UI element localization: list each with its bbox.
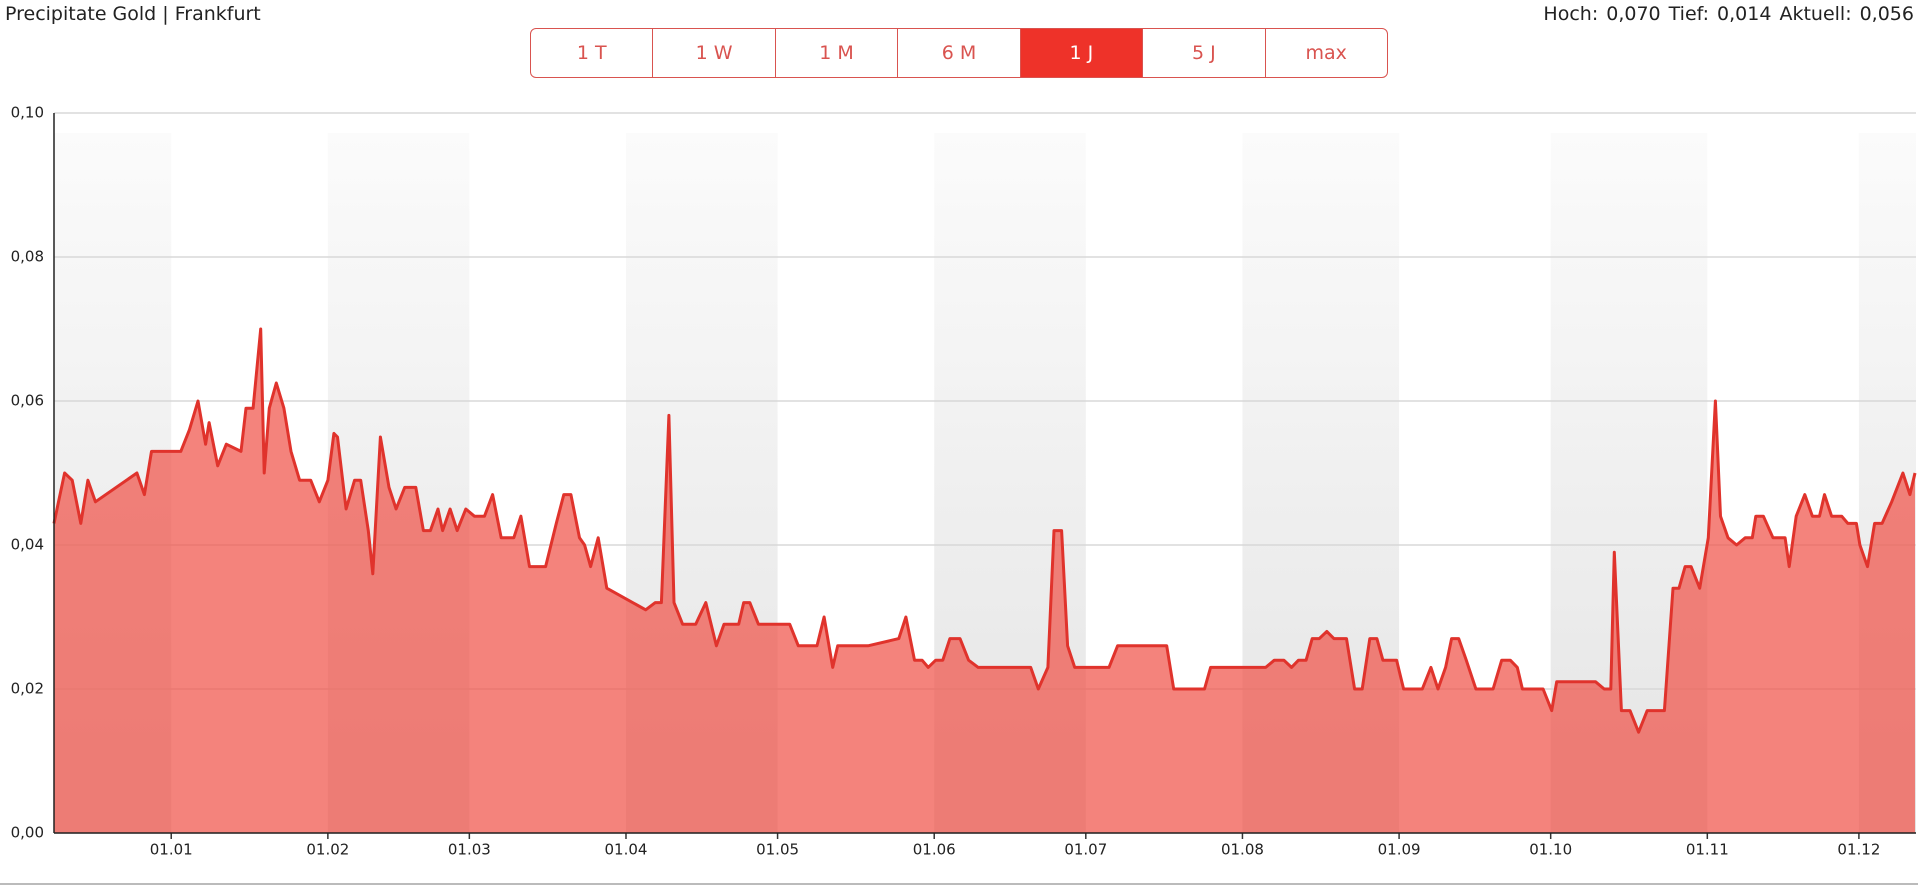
area [54, 329, 1915, 833]
x-tick-label: 01.06 [913, 841, 956, 859]
x-tick-label: 01.05 [756, 841, 799, 859]
range-button[interactable]: 1 J [1019, 29, 1143, 77]
range-button[interactable]: 5 J [1142, 29, 1264, 77]
x-tick-label: 01.02 [306, 841, 349, 859]
x-tick-label: 01.08 [1221, 841, 1264, 859]
x-tick-label: 01.09 [1378, 841, 1421, 859]
x-tick-label: 01.11 [1686, 841, 1729, 859]
x-tick-label: 01.01 [150, 841, 193, 859]
range-button[interactable]: 1 T [576, 42, 607, 64]
range-button[interactable]: 1 W [652, 29, 774, 77]
x-tick-label: 01.07 [1064, 841, 1107, 859]
range-button[interactable]: 6 M [897, 29, 1019, 77]
y-tick-label: 0,08 [11, 248, 44, 266]
stat-label: Hoch: [1543, 3, 1599, 25]
stats: Hoch: 0,070 Tief: 0,014 Aktuell: 0,056 [1543, 3, 1914, 25]
y-tick-label: 0,00 [11, 824, 44, 842]
stat-label: Tief: [1668, 3, 1710, 25]
stat-label: Aktuell: [1779, 3, 1852, 25]
stat-value: 0,014 [1717, 3, 1772, 25]
x-tick-label: 01.04 [605, 841, 648, 859]
stat-value: 0,070 [1606, 3, 1661, 25]
line [52, 327, 1917, 734]
range-button[interactable]: 1 M [774, 29, 897, 77]
y-tick-label: 0,10 [11, 104, 44, 122]
y-tick-label: 0,02 [11, 680, 44, 698]
title: Precipitate Gold | Frankfurt [5, 3, 261, 25]
y-tick-label: 0,06 [11, 392, 44, 410]
x-tick-label: 01.12 [1837, 841, 1880, 859]
x-tick-label: 01.03 [448, 841, 491, 859]
y-tick-label: 0,04 [11, 536, 44, 554]
stat-value: 0,056 [1859, 3, 1914, 25]
x-tick-label: 01.10 [1529, 841, 1572, 859]
range-button[interactable]: max [1264, 29, 1387, 77]
